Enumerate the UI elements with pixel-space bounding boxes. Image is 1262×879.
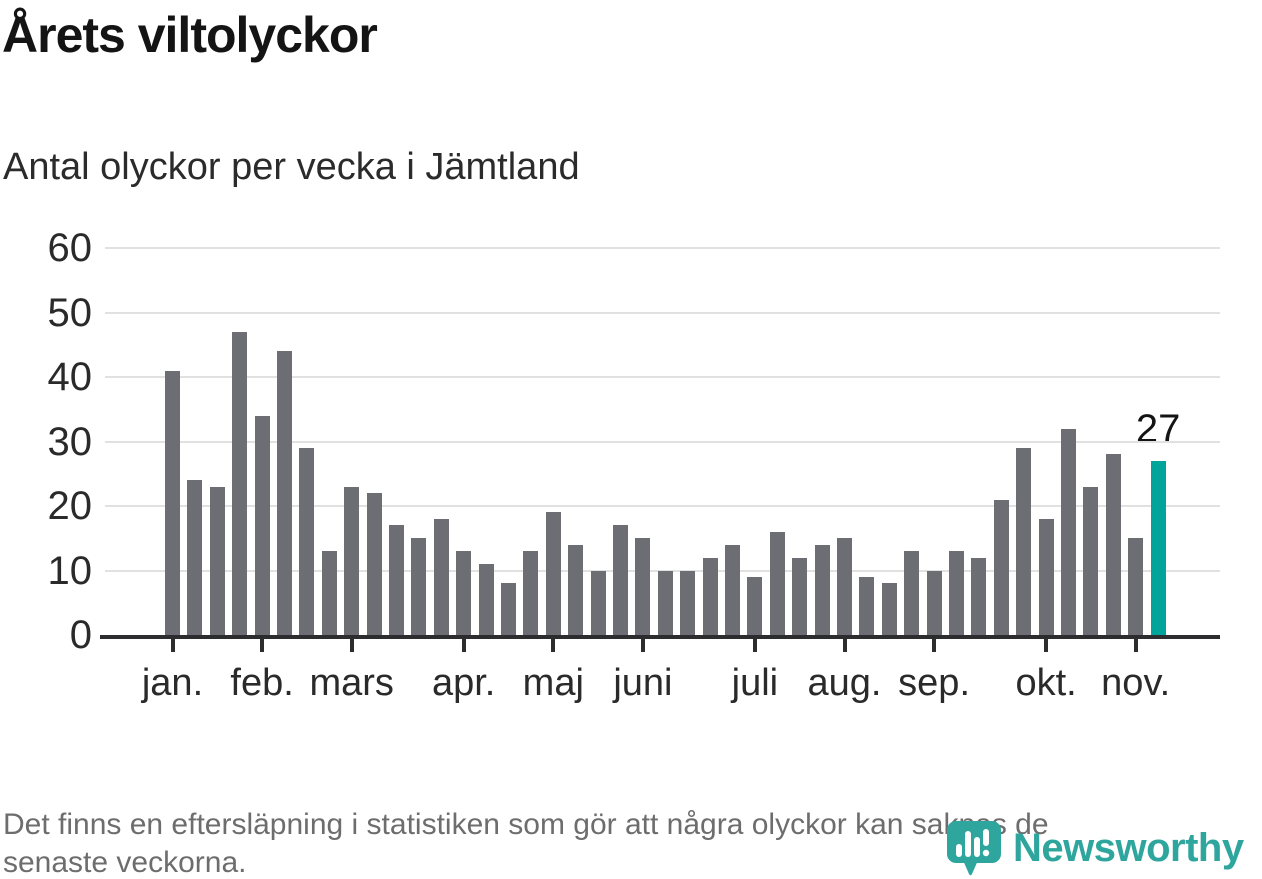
x-axis-label: juli [731, 662, 779, 704]
bar [545, 512, 561, 635]
bar [949, 551, 964, 635]
highlighted-bar [1150, 460, 1166, 635]
y-axis-label: 60 [47, 226, 93, 270]
x-axis-label: jan. [141, 662, 204, 704]
x-axis-label: sep. [898, 662, 970, 704]
newsworthy-logo: Newsworthy [946, 820, 1244, 877]
bar [613, 525, 628, 635]
x-axis-label: juni [613, 662, 673, 704]
chart-subtitle: Antal olyckor per vecka i Jämtland [3, 146, 580, 188]
bar [1016, 447, 1032, 635]
bar [433, 518, 449, 635]
bar [971, 557, 987, 635]
bar [926, 570, 942, 635]
bar [187, 480, 203, 635]
x-axis-label: aug. [807, 662, 882, 704]
y-axis-label: 0 [69, 613, 92, 657]
y-axis-label: 20 [47, 484, 93, 528]
x-axis-tick [349, 639, 354, 652]
x-axis-label: maj [522, 662, 584, 704]
x-axis-tick [1044, 639, 1049, 652]
bar [366, 493, 382, 635]
x-axis-tick [260, 639, 265, 652]
bar [814, 544, 830, 635]
footnote-line-1: Det finns en eftersläpning i statistiken… [3, 808, 1049, 841]
bar [523, 551, 539, 635]
bar [1038, 518, 1054, 635]
bar [344, 486, 360, 635]
gridline [105, 247, 1220, 249]
footnote: Det finns en eftersläpning i statistiken… [3, 806, 1049, 879]
bar [590, 570, 606, 635]
x-axis-label: apr. [431, 662, 496, 704]
x-axis-tick [932, 639, 937, 652]
newsworthy-wordmark: Newsworthy [1013, 826, 1244, 870]
bar [1128, 538, 1144, 635]
bar [321, 551, 337, 635]
bar [702, 557, 718, 635]
bar [904, 551, 920, 635]
speech-bubble-bar-chart-icon [947, 821, 1001, 876]
y-axis-label: 10 [47, 548, 93, 593]
bar [389, 525, 404, 635]
x-axis-label: nov. [1101, 662, 1171, 704]
x-axis-tick [640, 639, 645, 652]
bar [1105, 454, 1121, 635]
page-title: Årets viltolyckor [2, 7, 378, 63]
bar [1061, 428, 1076, 635]
footnote-line-2: senaste veckorna. [3, 846, 247, 879]
bar [299, 447, 315, 635]
bar [232, 331, 248, 635]
bar [501, 583, 516, 635]
bar [837, 538, 852, 635]
bar [881, 583, 897, 635]
bar [747, 576, 763, 635]
x-axis-label: feb. [230, 662, 294, 704]
x-axis-tick [170, 639, 175, 652]
bar [725, 544, 740, 635]
x-axis-tick [752, 639, 757, 652]
bar [209, 486, 225, 635]
bar [411, 538, 427, 635]
y-axis-label: 40 [47, 355, 93, 399]
bar-value-label: 27 [1135, 406, 1181, 451]
bar [635, 538, 651, 635]
x-axis-tick [461, 639, 466, 652]
gridline [105, 440, 1220, 443]
gridline [105, 505, 1220, 507]
bar [859, 576, 875, 635]
bar [657, 570, 673, 635]
bar [277, 351, 292, 635]
x-axis-label: okt. [1015, 662, 1077, 704]
x-axis-label: mars [309, 662, 394, 704]
bar [1083, 486, 1099, 635]
bar [792, 557, 808, 635]
bar [254, 415, 270, 635]
bar [478, 564, 494, 635]
bar [680, 570, 696, 635]
gridline [105, 311, 1220, 314]
x-axis-tick [842, 639, 847, 652]
x-axis-line [100, 635, 1220, 639]
bar [993, 499, 1009, 635]
bar [165, 370, 180, 635]
gridline [105, 376, 1220, 378]
y-axis-label: 30 [47, 419, 93, 464]
x-axis-tick [551, 639, 556, 652]
bar [769, 531, 785, 635]
y-axis-label: 50 [47, 290, 93, 335]
bar [456, 551, 472, 635]
x-axis-tick [1133, 639, 1138, 652]
bar [568, 544, 584, 635]
